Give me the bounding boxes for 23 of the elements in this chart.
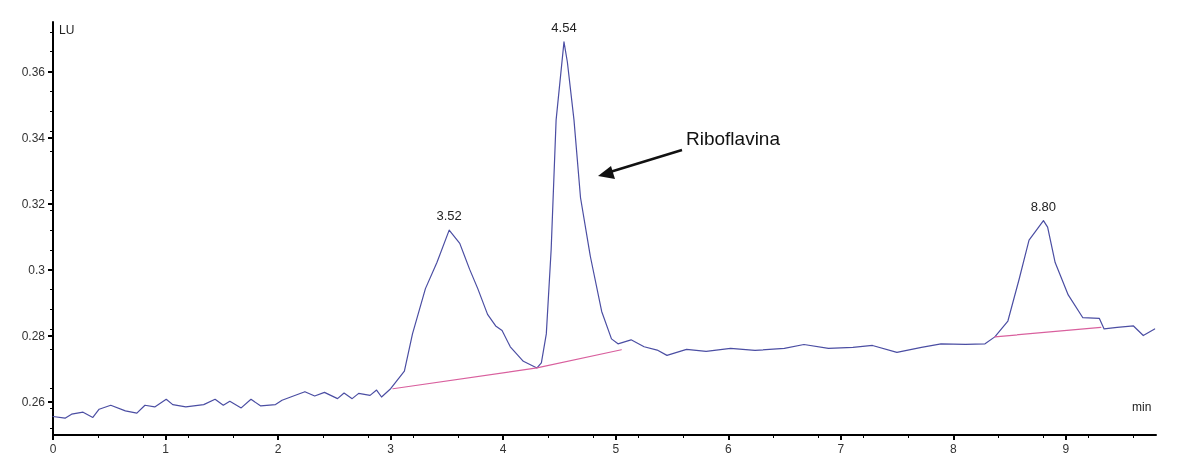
x-tick-label: 9 (1062, 442, 1070, 456)
annotation: 4.54 (551, 19, 577, 35)
y-tick-label: 0.28 (21, 328, 46, 343)
annotation: 8.80 (1030, 198, 1057, 214)
y-tick-label: 0.26 (21, 394, 46, 409)
y-tick-label: 0.3 (28, 262, 46, 277)
line-series (52, 41, 1156, 419)
x-tick-label: 5 (612, 442, 620, 456)
x-tick-label: 6 (724, 442, 732, 456)
annotation: 3.52 (436, 208, 462, 224)
x-tick-label: 1 (162, 442, 170, 456)
x-tick-label: 0 (49, 442, 57, 456)
x-tick-label: 4 (499, 442, 507, 456)
y-tick-label: 0.32 (21, 196, 46, 211)
x-tick-label: 8 (950, 442, 958, 456)
x-tick-label: 3 (387, 442, 395, 456)
y-tick-label: 0.34 (21, 130, 46, 145)
x-axis-title: min (1132, 400, 1152, 414)
x-tick-label: 7 (837, 442, 845, 456)
annotation: Riboflavina (686, 128, 780, 150)
y-tick-label: 0.36 (21, 64, 46, 79)
x-tick-label: 2 (274, 442, 282, 456)
y-axis-title: LU (59, 23, 75, 37)
